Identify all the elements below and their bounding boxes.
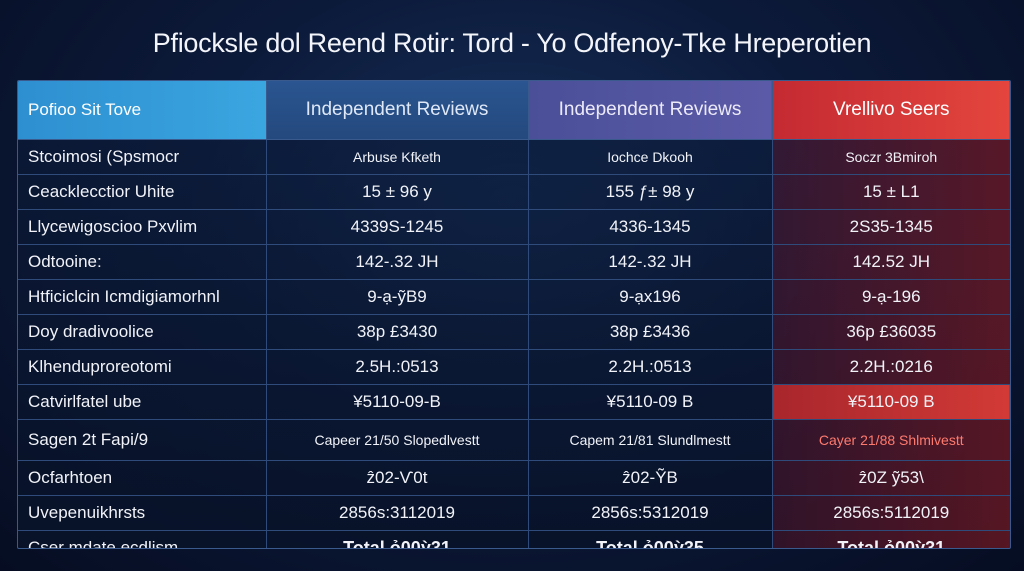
table-cell: Capem 21/81 Slundlmestt [528, 419, 773, 461]
comparison-table-container: Pofioo Sit Tove Independent Reviews Inde… [17, 80, 1011, 549]
row-label: Htficiclcin Icmdigiamorhnl [18, 279, 267, 315]
table-cell: Iochce Dkooh [528, 139, 773, 175]
table-cell: 142.52 JH [772, 244, 1010, 280]
table-cell: 2856ѕ:5312019 [528, 495, 773, 531]
page-title: Pfiocksle dol Reend Rotir: Tord - Yo Odf… [152, 28, 872, 58]
table-cell: 9-ạx196 [528, 279, 773, 315]
table-cell: 2.2H.:0513 [528, 349, 773, 385]
row-label: Catvirlfatel ube [18, 384, 267, 420]
table-cell: ẑ02-ỸB [528, 460, 773, 496]
row-label: Klhenduproreotomi [18, 349, 267, 385]
table-cell-highlighted: ¥5110-09 B [772, 384, 1010, 420]
table-header-row: Pofioo Sit Tove Independent Reviews Inde… [18, 81, 1010, 140]
table-row: Doy dradivoolice 38p £3430 38p £3436 36p… [18, 314, 1010, 350]
table-cell: 2S35-1345 [772, 209, 1010, 245]
row-label: Cser mdate ecdlism [18, 530, 267, 548]
column-header-3: Independent Reviews [528, 81, 773, 140]
table-cell: 36p £36035 [772, 314, 1010, 350]
comparison-table: Pofioo Sit Tove Independent Reviews Inde… [18, 81, 1010, 549]
table-row: Klhenduproreotomi 2.5H.:0513 2.2H.:0513 … [18, 349, 1010, 385]
table-row: Ocfarhtoen ẑ02-Ѵ0t ẑ02-ỸB ẑ0Z ỹ53\ [18, 460, 1010, 496]
table-cell: Arbuse Kfketh [266, 139, 529, 175]
table-cell: ¥5110-09 B [528, 384, 773, 420]
row-label: Stcoimosi (Spsmocr [18, 139, 267, 175]
row-label: Ocfarhtoen [18, 460, 267, 496]
row-label: Uvepenuikhrsts [18, 495, 267, 531]
table-row: Uvepenuikhrsts 2856ѕ:3112019 2856ѕ:53120… [18, 495, 1010, 531]
table-row: Sagen 2t Fapi/9 Capeer 21/50 Slopedlvest… [18, 419, 1010, 461]
row-label: Sagen 2t Fapi/9 [18, 419, 267, 461]
table-row: Stcoimosi (Spsmocr Arbuse Kfketh Iochce … [18, 139, 1010, 175]
row-label: Odtooine: [18, 244, 267, 280]
table-row: Odtooine: 142-.32 JH 142-.32 JH 142.52 J… [18, 244, 1010, 280]
table-cell: 38p £3436 [528, 314, 773, 350]
table-cell: 15 ± L1 [772, 174, 1010, 210]
table-cell-total: Total ỏ00ỳ31 [266, 530, 529, 548]
table-cell-total: Total ỏ00ỳ35 [528, 530, 773, 548]
table-cell-total: Total ỏ00ỳ31 [837, 537, 946, 549]
column-header-2: Independent Reviews [266, 81, 529, 140]
row-label: Doy dradivoolice [18, 314, 267, 350]
table-cell: ¥5110-09-B [266, 384, 529, 420]
row-label: Ceacklecctior Uhite [18, 174, 267, 210]
table-cell: 2856ѕ:5112019 [772, 495, 1010, 531]
table-cell: Soczr 3Bmiroh [772, 139, 1010, 175]
table-row: Htficiclcin Icmdigiamorhnl 9-ạ-ỹB9 9-ạx1… [18, 279, 1010, 315]
table-cell: 9-ạ-196 [772, 279, 1010, 315]
column-header-1: Pofioo Sit Tove [18, 81, 267, 140]
table-cell: ẑ0Z ỹ53\ [772, 460, 1010, 496]
table-cell: Capeer 21/50 Slopedlvestt [266, 419, 529, 461]
table-cell: 38p £3430 [266, 314, 529, 350]
table-cell: 15 ± 96 y [266, 174, 529, 210]
table-cell: Cayer 21/88 Shlmivestt [772, 419, 1010, 461]
table-cell: 2.2H.:0216 [772, 349, 1010, 385]
column-header-4: Vrellivo Seers [772, 81, 1010, 140]
table-cell: 2856ѕ:3112019 [266, 495, 529, 531]
table-cell: 142-.32 JH [528, 244, 773, 280]
table-cell: 155 ƒ± 98 y [528, 174, 773, 210]
table-cell: 2.5H.:0513 [266, 349, 529, 385]
table-cell: 9-ạ-ỹB9 [266, 279, 529, 315]
row-label: Llycewigoscioo Pxvlim [18, 209, 267, 245]
table-cell: 142-.32 JH [266, 244, 529, 280]
table-cell: ẑ02-Ѵ0t [266, 460, 529, 496]
table-row: Cser mdate ecdlism Total ỏ00ỳ31 Total ỏ0… [18, 530, 1010, 549]
table-cell: 4336-1345 [528, 209, 773, 245]
table-row: Ceacklecctior Uhite 15 ± 96 y 155 ƒ± 98 … [18, 174, 1010, 210]
table-row: Catvirlfatel ube ¥5110-09-B ¥5110-09 B ¥… [18, 384, 1010, 420]
table-cell: 4339S-1245 [266, 209, 529, 245]
table-row: Llycewigoscioo Pxvlim 4339S-1245 4336-13… [18, 209, 1010, 245]
